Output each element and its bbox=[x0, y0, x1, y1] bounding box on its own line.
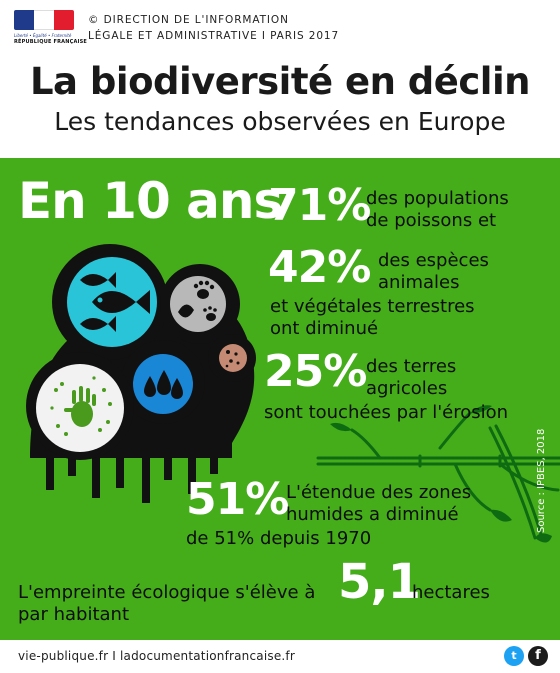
page-title: La biodiversité en déclin bbox=[29, 60, 531, 103]
handprint-icon bbox=[26, 352, 134, 460]
header: Liberté • Égalité • Fraternité RÉPUBLIQU… bbox=[0, 0, 560, 158]
paw-print-icon bbox=[160, 264, 240, 344]
credit: © DIRECTION DE L'INFORMATION LÉGALE ET A… bbox=[88, 12, 339, 44]
footprint-text-2: par habitant bbox=[18, 604, 129, 625]
species-text-1: des espèces bbox=[378, 250, 489, 271]
wetlands-value: 51% bbox=[186, 474, 289, 525]
credit-line-2: LÉGALE ET ADMINISTRATIVE I PARIS 2017 bbox=[88, 30, 340, 42]
fish-text-2: de poissons et bbox=[366, 210, 497, 231]
footprint-unit: hectares bbox=[412, 582, 490, 603]
flag-icon bbox=[14, 10, 74, 30]
soil-icon bbox=[208, 334, 256, 382]
twitter-icon[interactable]: t bbox=[504, 646, 524, 666]
wetlands-text-2: humides a diminué bbox=[286, 504, 459, 525]
credit-line-1: © DIRECTION DE L'INFORMATION bbox=[88, 14, 289, 26]
species-text-3: et végétales terrestres bbox=[270, 296, 475, 317]
facebook-icon[interactable]: f bbox=[528, 646, 548, 666]
leaf-icon bbox=[178, 304, 194, 318]
land-text-3: sont touchées par l'érosion bbox=[264, 402, 509, 423]
fish-icon bbox=[52, 244, 168, 360]
species-text-2: animales bbox=[378, 272, 460, 293]
footprint-text-1: L'empreinte écologique s'élève à bbox=[18, 582, 316, 603]
illustration bbox=[26, 244, 560, 543]
wetlands-text-1: L'étendue des zones bbox=[286, 482, 472, 503]
species-text-4: ont diminué bbox=[270, 318, 379, 339]
land-text-1: des terres bbox=[366, 356, 457, 377]
wetlands-text-3: de 51% depuis 1970 bbox=[186, 528, 372, 549]
period-label: En 10 ans bbox=[18, 172, 283, 230]
fish-text-1: des populations bbox=[366, 188, 509, 209]
species-value: 42% bbox=[268, 242, 371, 293]
footer: vie-publique.fr I ladocumentationfrancai… bbox=[0, 640, 560, 673]
water-drops-icon bbox=[121, 340, 205, 424]
footprint-value: 5,1 bbox=[338, 554, 421, 610]
source-label: Source : IPBES, 2018 bbox=[536, 428, 547, 533]
land-value: 25% bbox=[264, 346, 367, 397]
infographic-panel: En 10 ans 71% 42% 25% 51% 5,1 des popula… bbox=[0, 158, 560, 640]
logo-republic: RÉPUBLIQUE FRANÇAISE bbox=[14, 39, 88, 45]
footer-links[interactable]: vie-publique.fr I ladocumentationfrancai… bbox=[18, 649, 295, 663]
fish-value: 71% bbox=[268, 180, 371, 231]
logo-motto: Liberté • Égalité • Fraternité bbox=[14, 33, 72, 38]
marianne-logo: Liberté • Égalité • Fraternité RÉPUBLIQU… bbox=[14, 10, 88, 45]
land-text-2: agricoles bbox=[366, 378, 448, 399]
bamboo-icon bbox=[316, 405, 560, 543]
page-subtitle: Les tendances observées en Europe bbox=[54, 107, 506, 136]
